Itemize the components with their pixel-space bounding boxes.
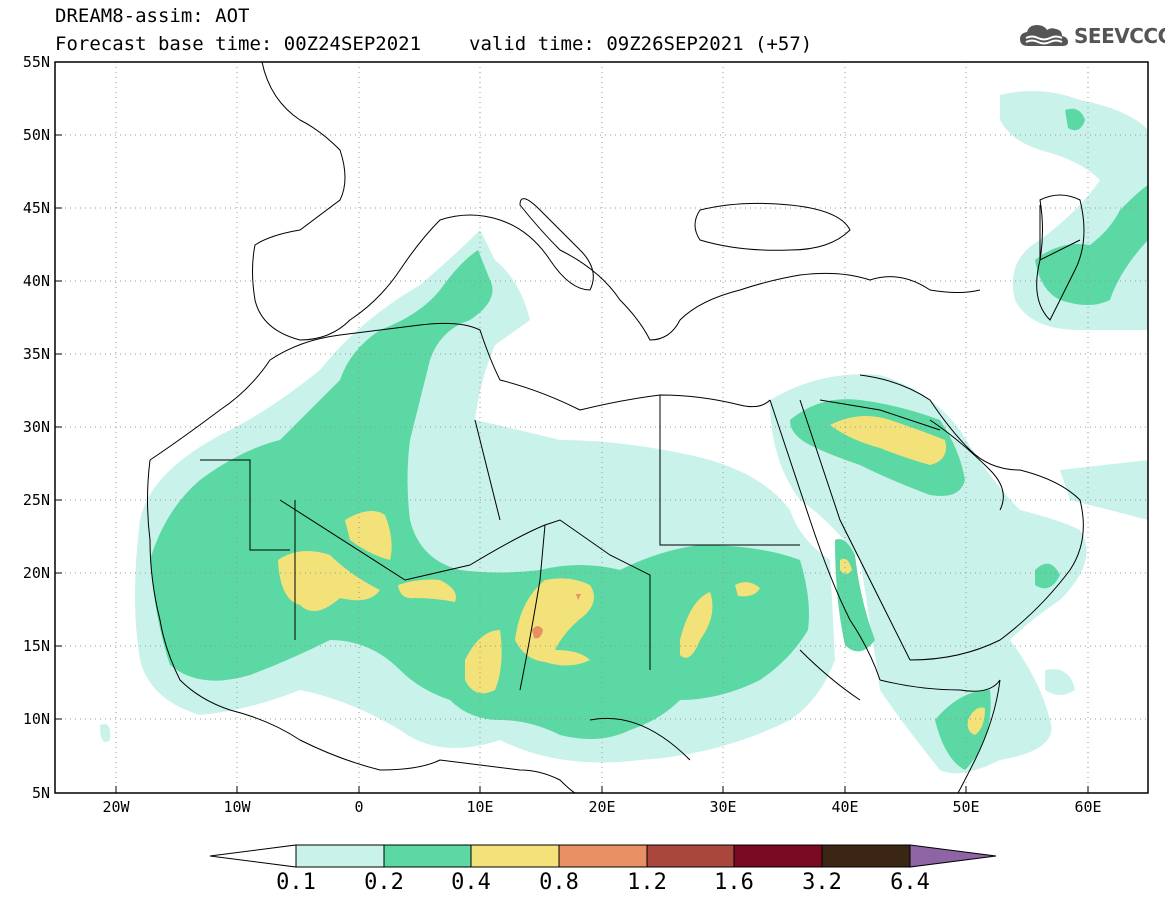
lat-label: 25N xyxy=(23,491,50,509)
colorbar-label: 0.4 xyxy=(451,870,491,895)
seevccc-logo: SEEVCCC xyxy=(1018,22,1165,50)
aot-contours xyxy=(100,91,1148,774)
lon-label: 60E xyxy=(1074,798,1101,816)
colorbar-segment xyxy=(646,844,735,868)
colorbar-label: 3.2 xyxy=(802,870,842,895)
lat-label: 15N xyxy=(23,637,50,655)
colorbar-segment xyxy=(470,844,560,868)
aot-band-0.8-1.2 xyxy=(532,594,581,639)
aot-band-0.4-0.8 xyxy=(278,416,985,735)
valid-time: valid time: 09Z26SEP2021 (+57) xyxy=(469,33,813,55)
lat-label: 40N xyxy=(23,272,50,290)
colorbar-label: 1.6 xyxy=(714,870,754,895)
forecast-times: Forecast base time: 00Z24SEP2021 valid ti… xyxy=(55,34,812,54)
colorbar-label: 1.2 xyxy=(627,870,667,895)
colorbar-segment xyxy=(295,844,385,868)
lat-labels: 55N 50N 45N 40N 35N 30N 25N 20N 15N 10N … xyxy=(23,53,50,802)
colorbar-label: 0.2 xyxy=(364,870,404,895)
colorbar-segment xyxy=(733,844,823,868)
logo-text: SEEVCCC xyxy=(1074,24,1165,48)
colorbar-label: 0.8 xyxy=(539,870,579,895)
lat-label: 45N xyxy=(23,199,50,217)
lat-label: 50N xyxy=(23,126,50,144)
lat-label: 30N xyxy=(23,418,50,436)
colorbar-segment xyxy=(821,844,911,868)
lat-label: 55N xyxy=(23,53,50,71)
colorbar-segment xyxy=(558,844,648,868)
colorbar-max-arrow xyxy=(909,844,997,868)
colorbar-min-arrow xyxy=(209,844,297,868)
chart-title: DREAM8-assim: AOT xyxy=(55,5,250,27)
lat-label: 35N xyxy=(23,345,50,363)
colorbar-label: 6.4 xyxy=(890,870,930,895)
colorbar-label: 0.1 xyxy=(276,870,316,895)
lon-labels: 20W 10W 0 10E 20E 30E 40E 50E 60E xyxy=(102,798,1101,816)
lon-label: 20W xyxy=(102,798,130,816)
lon-label: 40E xyxy=(831,798,858,816)
lat-label: 10N xyxy=(23,710,50,728)
cloud-icon xyxy=(1020,25,1068,46)
coastlines xyxy=(147,62,1085,793)
lat-label: 20N xyxy=(23,564,50,582)
lat-label: 5N xyxy=(32,784,50,802)
graticule xyxy=(55,62,1148,793)
colorbar-segment xyxy=(383,844,472,868)
base-time: Forecast base time: 00Z24SEP2021 xyxy=(55,33,422,55)
lon-label: 10W xyxy=(223,798,251,816)
lon-label: 50E xyxy=(952,798,979,816)
lon-label: 0 xyxy=(354,798,363,816)
lon-label: 10E xyxy=(466,798,493,816)
axis-ticks xyxy=(55,61,1089,793)
lon-label: 20E xyxy=(588,798,615,816)
colorbar xyxy=(209,844,997,868)
lon-label: 30E xyxy=(709,798,736,816)
